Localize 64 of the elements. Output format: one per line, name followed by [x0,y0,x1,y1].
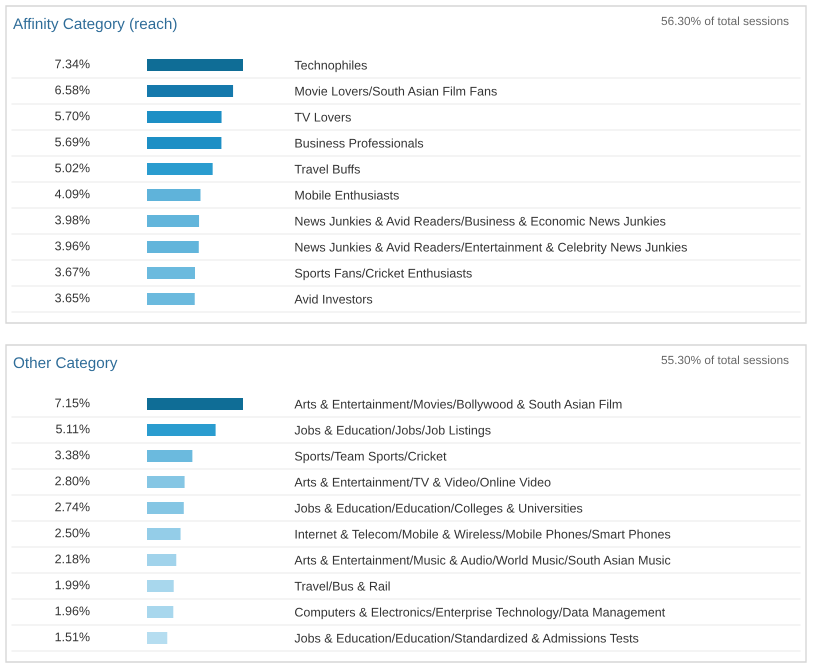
bar [147,424,216,436]
y-tick-label: Sports Fans/Cricket Enthusiasts [294,268,472,280]
data-label: 6.58% [55,86,90,94]
text: 56.30% of total sessions [662,16,789,26]
y-tick-label: Travel Buffs [294,164,360,174]
y-tick-label: Internet & Telecom/Mobile & Wireless/Mobile Phones/Smart Phones [296,529,670,539]
data-label: 5.02% [55,164,90,172]
bar [147,111,222,123]
data-label: 1.99% [56,580,90,590]
data-label: 3.38% [55,450,90,460]
y-tick-label: Computers & Electronics/Enterprise Technology/Data Management [295,607,666,620]
bar [147,85,234,97]
data-label: 2.50% [55,528,90,538]
bar [147,215,200,227]
bar [147,163,213,175]
data-label: 3.96% [55,242,90,250]
data-label: 2.74% [55,502,90,512]
bar [147,241,199,253]
y-tick-label: Mobile Enthusiasts [295,190,399,200]
data-label: 3.98% [55,216,90,224]
y-tick-label: News Junkies & Avid Readers/Business & Economic News Junkies [295,216,666,226]
data-label: 3.65% [55,294,90,302]
y-tick-label: Movie Lovers/South Asian Film Fans [295,86,497,96]
y-tick-label: Technophiles [294,60,367,72]
data-label: 1.96% [56,606,90,616]
data-label: 1.51% [56,632,90,642]
y-tick-label: News Junkies & Avid Readers/Entertainment & Celebrity News Junkies [295,242,687,254]
bar [147,293,195,305]
bar [147,450,192,462]
y-tick-label: TV Lovers [294,112,351,122]
data-label: 2.18% [55,554,90,564]
bar [147,398,243,410]
data-label: 5.70% [55,112,90,120]
y-tick-label: Jobs & Education/Education/Colleges & Universities [294,503,582,516]
data-label: 5.69% [55,138,90,146]
data-label: 5.11% [56,424,90,434]
data-label: 7.15% [55,398,90,408]
data-label: 3.67% [55,268,90,276]
chart-title: Affinity Category (reach) [13,18,177,32]
bar [147,502,184,514]
data-label: 2.80% [55,476,90,486]
y-tick-label: Jobs & Education/Jobs/Job Listings [294,425,491,438]
y-tick-label: Arts & Entertainment/Music & Audio/World Music/South Asian Music [294,555,670,565]
bar [147,632,168,644]
data-label: 4.09% [54,190,90,198]
y-tick-label: Travel/Bus & Rail [294,581,390,591]
bar [147,189,200,201]
data-label: 7.34% [55,60,90,68]
bar [147,554,176,566]
y-tick-label: Jobs & Education/Education/Standardized & Admissions Tests [294,633,638,643]
bar [147,59,243,71]
text: 55.30% of total sessions [662,355,789,364]
bar [147,476,185,488]
y-tick-label: Avid Investors [294,294,372,304]
y-tick-label: Business Professionals [295,138,424,148]
bar [147,137,222,149]
y-tick-label: Arts & Entertainment/Movies/Bollywood & South Asian Film [294,399,622,412]
bar [147,580,174,592]
chart-title: Other Category [14,356,118,372]
y-tick-label: Arts & Entertainment/TV & Video/Online Video [294,477,550,487]
bar [147,606,174,618]
bar [147,528,181,540]
y-tick-label: Sports/Team Sports/Cricket [294,451,446,464]
bar [147,267,195,279]
